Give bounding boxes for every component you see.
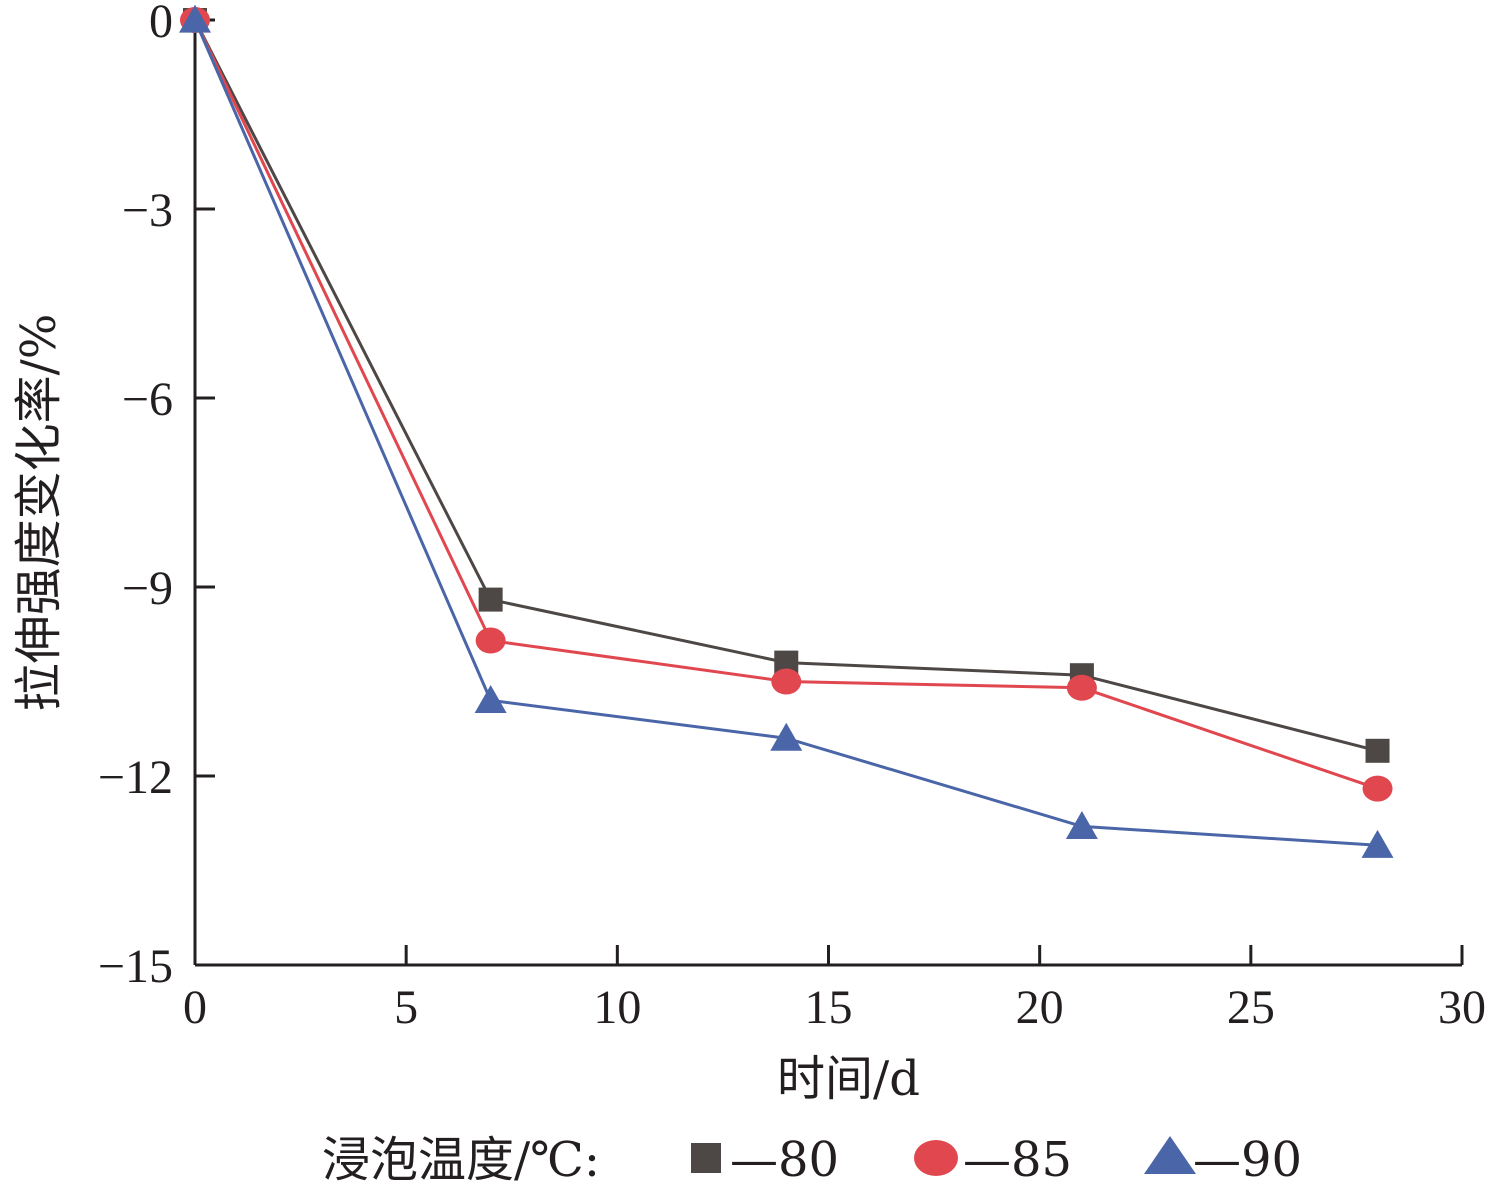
- data-point: [179, 4, 211, 33]
- series-line-2: [193, 19, 1378, 847]
- y-tick-label: −15: [98, 940, 173, 993]
- x-tick-label: 25: [1227, 981, 1275, 1034]
- data-point: [770, 722, 803, 751]
- x-tick-label: 30: [1438, 981, 1486, 1034]
- data-point: [1361, 829, 1394, 858]
- y-axis-title: 拉伸强度变化率/%: [11, 314, 67, 712]
- y-tick-label: −3: [122, 184, 173, 237]
- x-tick-label: 5: [394, 981, 418, 1034]
- legend-label: —80: [730, 1132, 839, 1186]
- x-tick-label: 10: [593, 981, 641, 1034]
- data-point: [478, 587, 503, 612]
- legend-marker: [1144, 1136, 1196, 1174]
- y-tick-label: −6: [122, 373, 173, 426]
- series-markers: [179, 4, 1394, 858]
- legend-prefix: 浸泡温度/℃:: [322, 1132, 600, 1186]
- x-tick-label: 0: [183, 981, 207, 1034]
- y-tick-label: −12: [98, 751, 173, 804]
- series-lines: [193, 19, 1379, 847]
- data-point: [771, 668, 802, 695]
- ticks: 0 5 10 15 20 25 30 0 −3 −6 −9 −12 −15: [98, 0, 1486, 1034]
- legend-marker: [914, 1140, 958, 1176]
- axes: [193, 12, 1462, 967]
- legend: 浸泡温度/℃: —80 —85 —90: [322, 1132, 1302, 1186]
- x-tick-label: 15: [805, 981, 853, 1034]
- legend-label: —90: [1193, 1132, 1302, 1186]
- data-point: [475, 627, 506, 654]
- series-line-0: [193, 19, 1378, 753]
- legend-label: —85: [963, 1132, 1072, 1186]
- legend-marker: [691, 1143, 721, 1173]
- data-point: [1065, 811, 1098, 839]
- data-point: [474, 685, 507, 713]
- data-point: [1066, 674, 1097, 701]
- x-axis-title: 时间/d: [777, 1051, 920, 1107]
- y-tick-label: −9: [122, 562, 173, 615]
- y-tick-label: 0: [149, 0, 173, 48]
- x-tick-label: 20: [1016, 981, 1064, 1034]
- data-point: [1365, 738, 1390, 763]
- data-point: [1362, 775, 1393, 802]
